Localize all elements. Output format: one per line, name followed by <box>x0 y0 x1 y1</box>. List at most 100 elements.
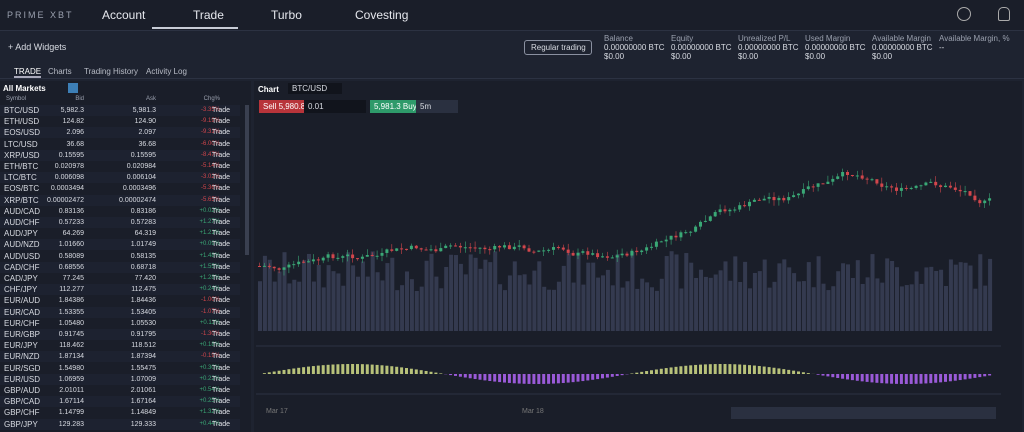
symbol[interactable]: LTC/USD <box>4 139 38 149</box>
nav-item[interactable]: Trade <box>193 8 224 22</box>
symbol[interactable]: AUD/CAD <box>4 206 41 216</box>
markets-icon[interactable] <box>68 83 78 93</box>
stat-label: Available Margin, % <box>939 34 1010 43</box>
symbol[interactable]: EUR/CHF <box>4 318 40 328</box>
symbol[interactable]: ETH/USD <box>4 117 40 127</box>
trade-button[interactable]: Trade <box>212 252 231 260</box>
symbol[interactable]: CHF/JPY <box>4 285 38 295</box>
symbol-input[interactable]: BTC/USD <box>288 83 342 94</box>
trade-button[interactable]: Trade <box>212 286 231 294</box>
trade-button[interactable]: Trade <box>212 163 231 170</box>
tab[interactable]: Trading History <box>84 67 138 76</box>
symbol[interactable]: GBP/CHF <box>4 408 40 418</box>
symbol[interactable]: EOS/USD <box>4 128 41 138</box>
symbol[interactable]: LTC/BTC <box>4 173 37 183</box>
row-bg <box>0 127 240 139</box>
symbol[interactable]: AUD/JPY <box>4 229 38 239</box>
navigator-window[interactable] <box>731 407 996 419</box>
symbol[interactable]: EUR/AUD <box>4 296 41 306</box>
trade-button[interactable]: Trade <box>212 342 231 350</box>
symbol[interactable]: EUR/USD <box>4 374 41 384</box>
symbol[interactable]: AUD/CHF <box>4 218 40 227</box>
tab[interactable]: Activity Log <box>146 67 187 76</box>
trade-button[interactable]: Trade <box>212 185 231 193</box>
trade-button[interactable]: Trade <box>212 331 231 338</box>
ask: 1.87394 <box>130 353 156 361</box>
nav-item[interactable]: Covesting <box>355 8 409 22</box>
trade-button[interactable]: Trade <box>212 387 231 394</box>
trade-button[interactable]: Trade <box>212 319 231 327</box>
qty-input[interactable]: 0.01 <box>304 100 366 113</box>
trade-button[interactable]: Trade <box>212 375 231 383</box>
mode-select[interactable]: Regular trading <box>524 40 592 55</box>
trade-button[interactable]: Trade <box>212 151 231 159</box>
symbol[interactable]: XRP/BTC <box>4 195 39 205</box>
histogram-bar <box>370 364 374 374</box>
date-label: Mar 18 <box>522 408 544 415</box>
user-icon[interactable] <box>998 7 1010 21</box>
symbol[interactable]: EOS/BTC <box>4 184 40 194</box>
symbol[interactable]: EUR/SGD <box>4 363 41 373</box>
histogram-bar <box>405 368 408 374</box>
nav-item[interactable]: Account <box>102 8 146 22</box>
trade-button[interactable]: Trade <box>212 207 231 215</box>
symbol[interactable]: GBP/AUD <box>4 386 41 395</box>
sell-button[interactable]: Sell 5,980.8 <box>259 100 310 113</box>
trade-button[interactable]: Trade <box>212 308 231 316</box>
symbol[interactable]: GBP/JPY <box>4 419 38 429</box>
symbol[interactable]: GBP/CAD <box>4 397 41 407</box>
trade-button[interactable]: Trade <box>212 353 231 361</box>
symbol[interactable]: CAD/CHF <box>4 262 40 272</box>
trade-button[interactable]: Trade <box>212 118 231 126</box>
add-widgets[interactable]: + Add Widgets <box>8 42 67 52</box>
volume-bar <box>380 280 385 331</box>
symbol[interactable]: EUR/JPY <box>4 341 38 351</box>
symbol[interactable]: AUD/USD <box>4 251 41 261</box>
stat-label: Unrealized P/L <box>738 34 791 43</box>
help-icon[interactable] <box>957 7 971 21</box>
trade-button[interactable]: Trade <box>212 219 231 226</box>
symbol[interactable]: AUD/NZD <box>4 240 40 250</box>
volume-bar <box>537 261 542 331</box>
histogram-bar <box>703 364 707 374</box>
trade-button[interactable]: Trade <box>212 241 231 249</box>
volume-bar <box>341 285 346 331</box>
trade-button[interactable]: Trade <box>212 297 231 305</box>
volume-bar <box>336 273 341 331</box>
row-bg <box>0 172 240 184</box>
symbol[interactable]: XRP/USD <box>4 150 40 160</box>
trade-button[interactable]: Trade <box>212 230 231 238</box>
tab[interactable]: TRADE <box>14 67 42 78</box>
histogram-bar <box>689 365 693 374</box>
symbol[interactable]: EUR/CAD <box>4 307 41 317</box>
trade-button[interactable]: Trade <box>212 263 231 271</box>
histogram-bar <box>297 367 301 374</box>
trade-button[interactable]: Trade <box>212 174 231 182</box>
symbol[interactable]: BTC/USD <box>4 106 40 115</box>
candle-body <box>424 249 428 251</box>
volume-bar <box>370 251 375 331</box>
trade-button[interactable]: Trade <box>212 196 231 204</box>
trade-button[interactable]: Trade <box>212 140 231 148</box>
trade-button[interactable]: Trade <box>212 398 231 406</box>
symbol[interactable]: EUR/NZD <box>4 352 40 362</box>
row-bg <box>0 217 240 228</box>
trade-button[interactable]: Trade <box>212 420 231 428</box>
trade-button[interactable]: Trade <box>212 275 231 282</box>
symbol[interactable]: EUR/GBP <box>4 330 41 339</box>
trade-button[interactable]: Trade <box>212 129 231 137</box>
symbol[interactable]: CAD/JPY <box>4 274 38 283</box>
volume-bar <box>860 283 865 331</box>
trade-button[interactable]: Trade <box>212 107 231 114</box>
tab[interactable]: Charts <box>48 67 72 76</box>
trade-button[interactable]: Trade <box>212 409 231 417</box>
buy-button[interactable]: 5,981.3 Buy <box>370 100 421 113</box>
interval-select[interactable]: 5m <box>416 100 458 113</box>
volume-bar <box>757 271 762 331</box>
symbol[interactable]: ETH/BTC <box>4 162 39 171</box>
volume-bar <box>576 252 581 331</box>
volume-bar <box>895 267 899 331</box>
nav-item[interactable]: Turbo <box>271 8 302 22</box>
histogram-bar <box>850 374 854 381</box>
trade-button[interactable]: Trade <box>212 364 231 372</box>
